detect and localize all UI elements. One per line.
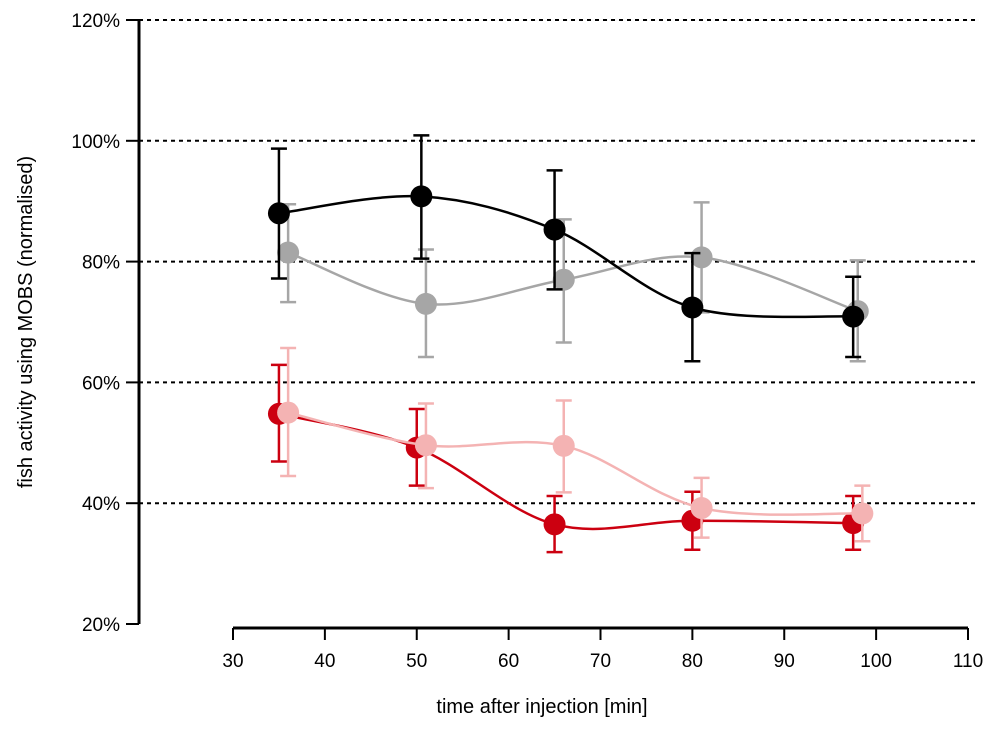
y-axis-ticks: 20% 40% 60% 80% 100% 120% <box>71 11 139 636</box>
series-gray <box>277 201 869 363</box>
data-point-red <box>543 513 566 536</box>
data-point-gray <box>414 292 437 315</box>
series-line-pink <box>287 411 863 516</box>
x-axis-ticks: 30 40 50 60 70 80 90 100 110 <box>222 628 983 672</box>
x-tick-label: 40 <box>314 651 335 672</box>
y-tick-label: 120% <box>71 11 120 32</box>
data-point-gray <box>277 241 300 264</box>
y-axis-title: fish activity using MOBS (normalised) <box>15 156 37 488</box>
grid-lines <box>139 19 975 505</box>
data-series <box>267 134 874 554</box>
x-tick-label: 110 <box>953 651 983 672</box>
x-tick-label: 60 <box>498 651 519 672</box>
data-point-pink <box>690 497 713 520</box>
data-point-gray <box>552 268 575 291</box>
data-point-black <box>267 202 290 225</box>
series-black <box>267 134 865 363</box>
x-axis-title: time after injection [min] <box>436 696 647 718</box>
data-point-black <box>842 305 865 328</box>
x-tick-label: 80 <box>682 651 703 672</box>
series-line-red <box>278 412 854 531</box>
data-point-pink <box>851 502 874 525</box>
x-tick-label: 50 <box>406 651 427 672</box>
data-point-pink <box>277 401 300 424</box>
x-tick-label: 100 <box>860 651 892 672</box>
data-point-pink <box>414 434 437 457</box>
data-point-gray <box>690 246 713 269</box>
x-tick-label: 90 <box>774 651 795 672</box>
y-tick-label: 40% <box>82 494 120 515</box>
y-tick-label: 20% <box>82 615 120 636</box>
x-tick-label: 70 <box>590 651 611 672</box>
data-point-black <box>681 296 704 319</box>
y-tick-label: 100% <box>71 132 120 153</box>
series-red <box>267 363 865 554</box>
y-tick-label: 60% <box>82 373 120 394</box>
data-point-black <box>410 185 433 208</box>
data-point-pink <box>552 434 575 457</box>
series-line-black <box>278 194 854 319</box>
y-tick-label: 80% <box>82 253 120 274</box>
x-tick-label: 30 <box>222 651 243 672</box>
series-pink <box>277 346 874 543</box>
data-point-black <box>543 218 566 241</box>
